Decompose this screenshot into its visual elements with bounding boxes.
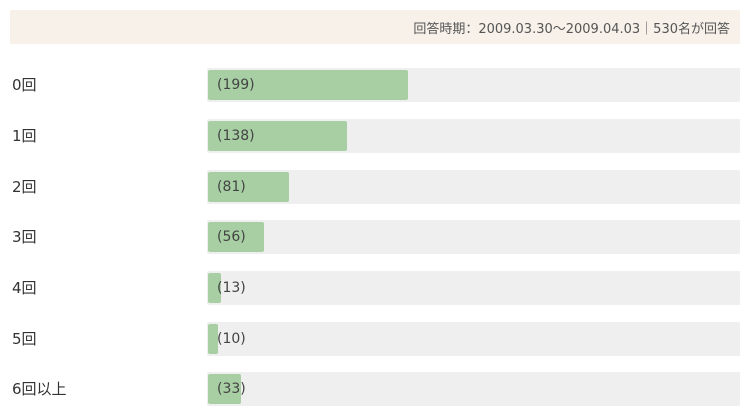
bar-track: (33) (207, 372, 740, 406)
bar-track: (199) (207, 68, 740, 102)
data-label: (13) (217, 280, 246, 296)
bar-row: 4回 (13) (0, 271, 750, 305)
bar (208, 374, 241, 404)
bar-track: (56) (207, 220, 740, 254)
data-label: (138) (217, 128, 255, 144)
bar (208, 222, 264, 252)
bar-track: (81) (207, 170, 740, 204)
category-label: 5回 (12, 330, 37, 348)
bar (208, 324, 218, 354)
bar (208, 172, 289, 202)
category-label: 4回 (12, 279, 37, 297)
data-label: (81) (217, 179, 246, 195)
bar-row: 3回 (56) (0, 220, 750, 254)
data-label: (56) (217, 229, 246, 245)
category-label: 3回 (12, 228, 37, 246)
bar-row: 2回 (81) (0, 170, 750, 204)
bar-row: 0回 (199) (0, 68, 750, 102)
survey-period-header: 回答時期：2009.03.30～2009.04.03｜530名が回答 (10, 10, 740, 44)
bar-row: 6回以上 (33) (0, 372, 750, 406)
data-label: (199) (217, 77, 255, 93)
category-label: 2回 (12, 178, 37, 196)
bar-row: 5回 (10) (0, 322, 750, 356)
data-label: (33) (217, 381, 246, 397)
bar (208, 121, 347, 151)
bar-track: (10) (207, 322, 740, 356)
bar (208, 70, 408, 100)
bar-track: (13) (207, 271, 740, 305)
bar-row: 1回 (138) (0, 119, 750, 153)
bar-track: (138) (207, 119, 740, 153)
bar (208, 273, 221, 303)
category-label: 0回 (12, 76, 37, 94)
category-label: 6回以上 (12, 380, 67, 398)
category-label: 1回 (12, 127, 37, 145)
data-label: (10) (217, 331, 246, 347)
survey-period-text: 回答時期：2009.03.30～2009.04.03｜530名が回答 (413, 21, 730, 37)
